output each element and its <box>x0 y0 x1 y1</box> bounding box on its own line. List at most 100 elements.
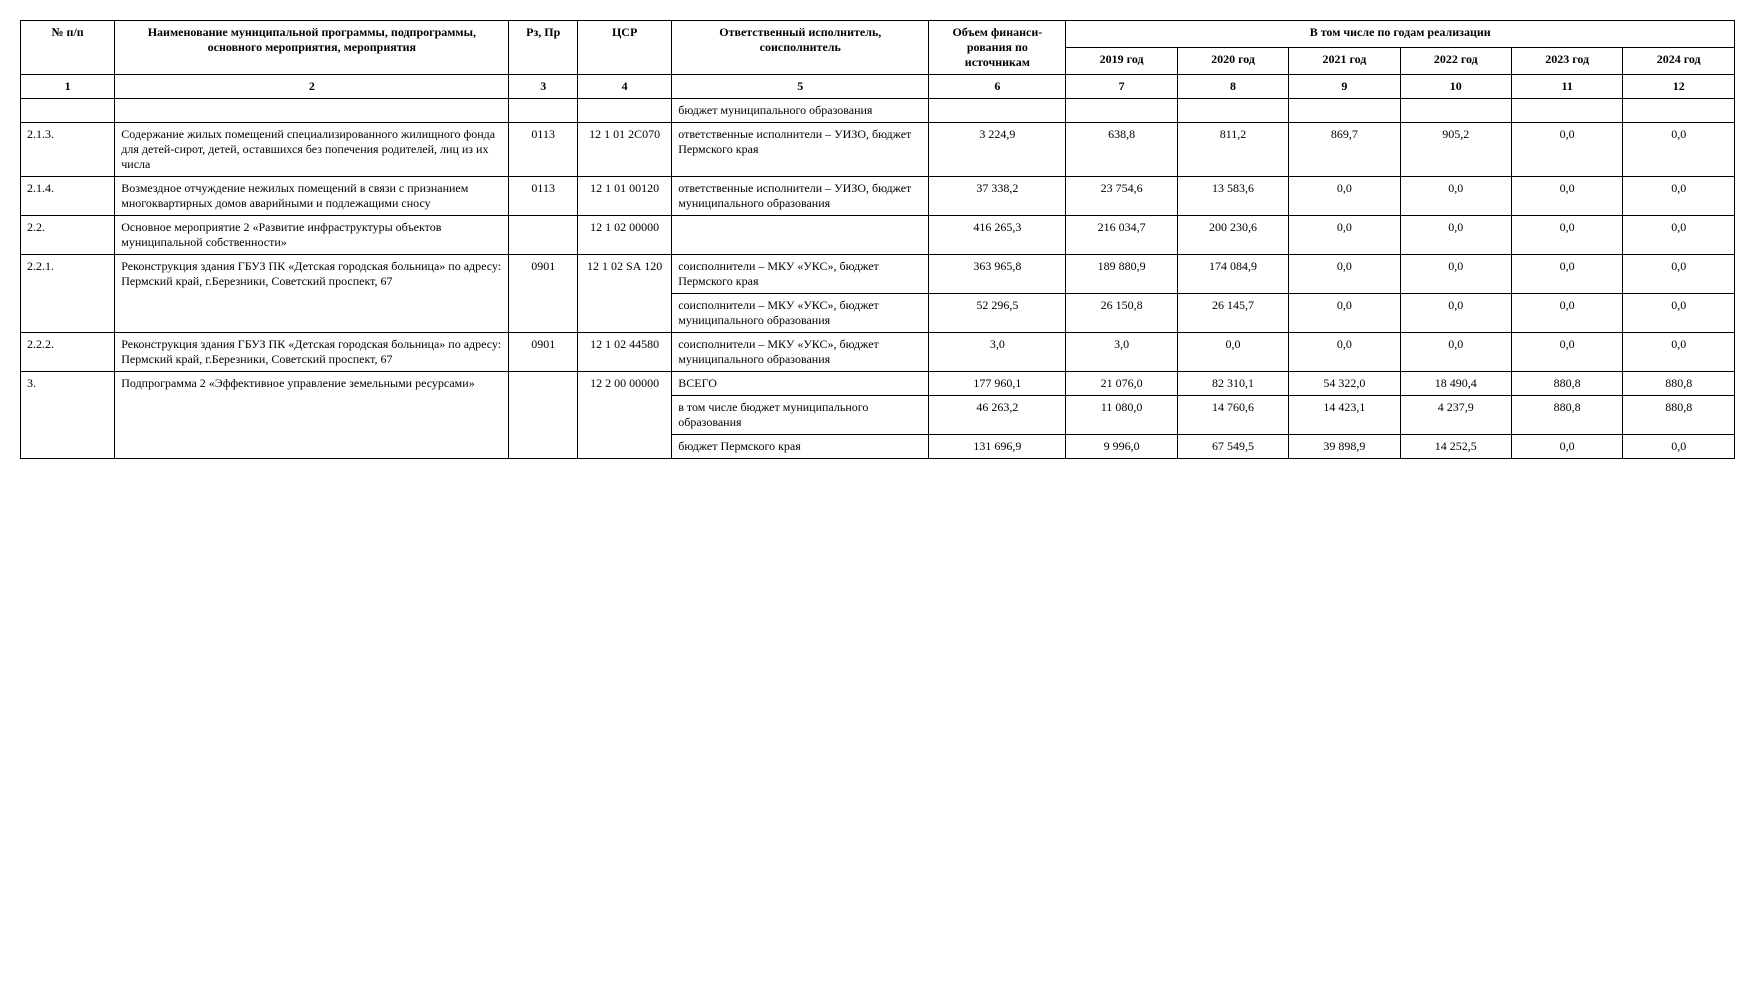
hn6: 6 <box>929 75 1066 99</box>
hdr-2021: 2021 год <box>1289 48 1400 75</box>
cell <box>1066 99 1177 123</box>
cell: Возмездное отчуждение нежилых помещений … <box>115 177 509 216</box>
cell: 9 996,0 <box>1066 435 1177 459</box>
cell: 2.1.3. <box>21 123 115 177</box>
cell <box>509 216 578 255</box>
hn12: 12 <box>1623 75 1735 99</box>
cell: 3,0 <box>929 333 1066 372</box>
cell: 0,0 <box>1511 255 1622 294</box>
cell: 4 237,9 <box>1400 396 1511 435</box>
cell: 0,0 <box>1289 216 1400 255</box>
cell <box>115 99 509 123</box>
cell: Содержание жилых помещений специализиров… <box>115 123 509 177</box>
cell: 880,8 <box>1623 396 1735 435</box>
cell: 2.2. <box>21 216 115 255</box>
cell: 2.1.4. <box>21 177 115 216</box>
cell: 880,8 <box>1623 372 1735 396</box>
cell: 216 034,7 <box>1066 216 1177 255</box>
cell: 880,8 <box>1511 396 1622 435</box>
cell: 18 490,4 <box>1400 372 1511 396</box>
cell <box>1623 99 1735 123</box>
cell: 12 2 00 00000 <box>577 372 671 459</box>
cell: 0,0 <box>1400 255 1511 294</box>
hdr-2019: 2019 год <box>1066 48 1177 75</box>
hdr-num: № п/п <box>21 21 115 75</box>
hdr-csr: ЦСР <box>577 21 671 75</box>
cell: 0,0 <box>1511 216 1622 255</box>
cell: 0,0 <box>1511 177 1622 216</box>
cell: 0,0 <box>1623 294 1735 333</box>
hdr-years: В том числе по годам реализации <box>1066 21 1735 48</box>
cell: соисполнители – МКУ «УКС», бюджет муници… <box>672 294 929 333</box>
cell: Реконструкция здания ГБУЗ ПК «Детская го… <box>115 333 509 372</box>
cell: 0,0 <box>1289 177 1400 216</box>
cell: 0,0 <box>1400 333 1511 372</box>
cell: 0,0 <box>1623 435 1735 459</box>
cell: 3 224,9 <box>929 123 1066 177</box>
cell: 0,0 <box>1623 123 1735 177</box>
cell: 0,0 <box>1400 294 1511 333</box>
cell: 21 076,0 <box>1066 372 1177 396</box>
cell: 39 898,9 <box>1289 435 1400 459</box>
cell: бюджет Пермского края <box>672 435 929 459</box>
cell: 811,2 <box>1177 123 1288 177</box>
cell: ВСЕГО <box>672 372 929 396</box>
cell: 177 960,1 <box>929 372 1066 396</box>
hn2: 2 <box>115 75 509 99</box>
cell: 0,0 <box>1511 294 1622 333</box>
cell: 14 423,1 <box>1289 396 1400 435</box>
hn3: 3 <box>509 75 578 99</box>
cell <box>1289 99 1400 123</box>
header-row-1: № п/п Наименование муниципальной програм… <box>21 21 1735 48</box>
hn4: 4 <box>577 75 671 99</box>
cell: Реконструкция здания ГБУЗ ПК «Детская го… <box>115 255 509 333</box>
cell: 12 1 01 2С070 <box>577 123 671 177</box>
cell: 82 310,1 <box>1177 372 1288 396</box>
cell: 0,0 <box>1289 255 1400 294</box>
cell: 0,0 <box>1400 177 1511 216</box>
cell: 14 252,5 <box>1400 435 1511 459</box>
cell <box>21 99 115 123</box>
cell: 0901 <box>509 333 578 372</box>
cell: 54 322,0 <box>1289 372 1400 396</box>
cell <box>1511 99 1622 123</box>
cell <box>1400 99 1511 123</box>
hdr-2023: 2023 год <box>1511 48 1622 75</box>
hdr-vol: Объем финанси- рования по источникам <box>929 21 1066 75</box>
header-row-nums: 1 2 3 4 5 6 7 8 9 10 11 12 <box>21 75 1735 99</box>
cell: 416 265,3 <box>929 216 1066 255</box>
table-row: бюджет муниципального образования <box>21 99 1735 123</box>
cell: ответственные исполнители – УИЗО, бюджет… <box>672 177 929 216</box>
cell: 0901 <box>509 255 578 333</box>
cell: 26 150,8 <box>1066 294 1177 333</box>
hdr-2022: 2022 год <box>1400 48 1511 75</box>
cell: 12 1 01 00120 <box>577 177 671 216</box>
cell: ответственные исполнители – УИЗО, бюджет… <box>672 123 929 177</box>
cell: соисполнители – МКУ «УКС», бюджет Пермск… <box>672 255 929 294</box>
hn10: 10 <box>1400 75 1511 99</box>
cell: 0113 <box>509 177 578 216</box>
cell <box>577 99 671 123</box>
cell: 0,0 <box>1623 216 1735 255</box>
cell: 0113 <box>509 123 578 177</box>
cell: 13 583,6 <box>1177 177 1288 216</box>
cell: 11 080,0 <box>1066 396 1177 435</box>
hdr-name: Наименование муниципальной программы, по… <box>115 21 509 75</box>
cell: 2.2.1. <box>21 255 115 333</box>
hdr-2020: 2020 год <box>1177 48 1288 75</box>
cell: 0,0 <box>1177 333 1288 372</box>
cell: 12 1 02 44580 <box>577 333 671 372</box>
cell: 23 754,6 <box>1066 177 1177 216</box>
table-row: 2.2. Основное мероприятие 2 «Развитие ин… <box>21 216 1735 255</box>
cell: 46 263,2 <box>929 396 1066 435</box>
hdr-2024: 2024 год <box>1623 48 1735 75</box>
table-row: 2.2.1. Реконструкция здания ГБУЗ ПК «Дет… <box>21 255 1735 294</box>
cell <box>672 216 929 255</box>
cell: 174 084,9 <box>1177 255 1288 294</box>
cell: 67 549,5 <box>1177 435 1288 459</box>
cell: 12 1 02 SА 120 <box>577 255 671 333</box>
cell: 880,8 <box>1511 372 1622 396</box>
hn8: 8 <box>1177 75 1288 99</box>
hn9: 9 <box>1289 75 1400 99</box>
cell: 0,0 <box>1289 333 1400 372</box>
